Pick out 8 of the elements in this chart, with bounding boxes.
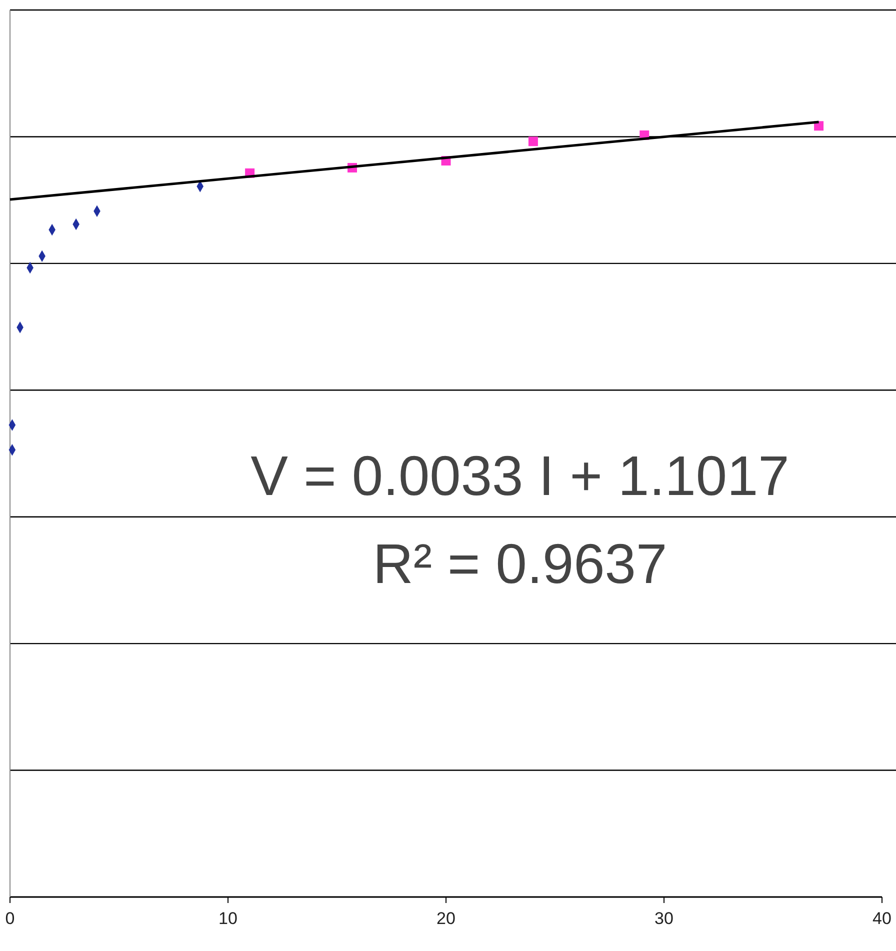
x-tick-label: 0 [5, 909, 15, 928]
x-tick-label: 10 [218, 909, 238, 928]
x-tick-label: 30 [654, 909, 674, 928]
annotation: R² = 0.9637 [372, 532, 668, 595]
x-tick-label: 40 [872, 909, 892, 928]
annotation: V = 0.0033 I + 1.1017 [250, 444, 790, 507]
x-tick-label: 20 [436, 909, 456, 928]
point [528, 136, 538, 146]
